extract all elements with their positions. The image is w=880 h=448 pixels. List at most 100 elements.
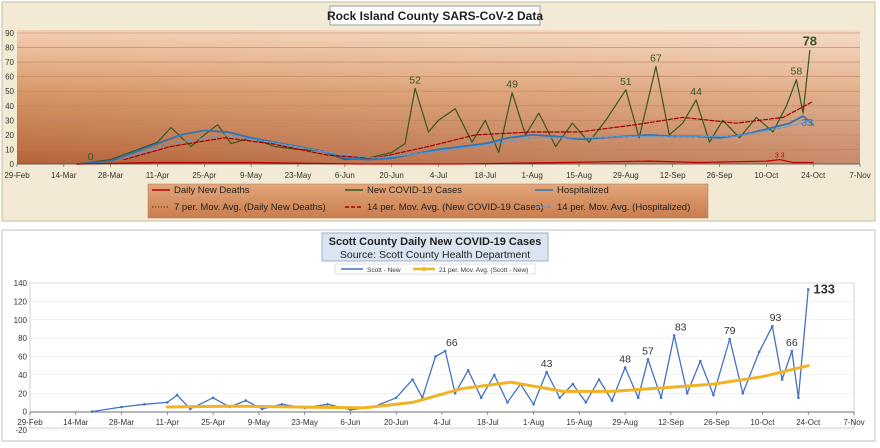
data-label: 0 [88, 151, 94, 163]
data-label: 44 [690, 86, 702, 98]
data-label: 83 [675, 321, 687, 333]
y-tick-label: 20 [5, 131, 14, 140]
y-tick-label: 90 [5, 29, 14, 38]
x-tick-label: 11-Apr [156, 418, 180, 427]
x-tick-label: 7-Nov [849, 171, 870, 180]
x-tick-label: 26-Sep [704, 418, 730, 427]
x-tick-label: 7-Nov [843, 418, 864, 427]
x-tick-label: 1-Aug [523, 418, 544, 427]
y-tick-label: 80 [18, 334, 27, 343]
chart1-series [76, 49, 815, 165]
data-label: 58 [791, 66, 803, 78]
data-point [636, 396, 640, 400]
data-point [741, 392, 745, 395]
y-tick-label: 20 [18, 389, 27, 398]
x-tick-label: 4-Jul [430, 171, 448, 180]
y-tick-label: 60 [18, 353, 27, 362]
x-tick-label: 9-May [240, 171, 262, 180]
x-tick-label: 18-Jul [477, 418, 499, 427]
y-tick-label: 40 [5, 102, 14, 111]
x-tick-label: 15-Aug [566, 418, 592, 427]
y-tick-label: -20 [15, 426, 27, 435]
legend-label: New COVID-19 Cases [367, 185, 462, 196]
x-tick-label: 25-Apr [201, 418, 225, 427]
data-label: 51 [620, 76, 632, 88]
data-point [188, 407, 192, 411]
y-tick-label: 60 [5, 73, 14, 82]
data-point [506, 401, 509, 404]
y-tick-label: 10 [5, 145, 14, 154]
x-tick-label: 20-Jun [379, 171, 403, 180]
y-tick-label: 70 [5, 58, 14, 67]
x-tick-label: 29-Aug [612, 418, 638, 427]
x-tick-label: 29-Feb [17, 418, 43, 427]
data-point [780, 378, 784, 381]
series-line-4 [123, 119, 814, 159]
data-label: 67 [650, 53, 662, 65]
data-point [797, 396, 800, 400]
data-point [453, 392, 457, 395]
x-tick-label: 29-Feb [4, 171, 30, 180]
data-point [771, 324, 774, 328]
data-label: 33 [801, 117, 813, 129]
data-point [558, 396, 561, 400]
legend-label: 7 per. Mov. Avg. (Daily New Deaths) [174, 202, 326, 213]
legend-marker [422, 267, 426, 271]
chart2-x-axis: 29-Feb 14-Mar 28-Mar 11-Apr 25-Apr 9-May 23-Ma… [17, 411, 865, 427]
chart1-legend-box [147, 183, 709, 219]
data-label: 78 [803, 34, 817, 49]
x-tick-label: 14-Mar [63, 418, 89, 427]
chart2-plot-area [29, 282, 855, 429]
y-tick-label: 120 [14, 297, 28, 306]
x-tick-label: 26-Sep [707, 171, 733, 180]
x-tick-label: 14-Mar [51, 171, 77, 180]
legend-label: Scott - New [367, 267, 401, 274]
chart2-y-axis: -20 0 20 40 60 80 100 120 140 [14, 279, 28, 435]
data-point [790, 349, 794, 353]
x-tick-label: 10-Oct [754, 171, 779, 180]
data-point [175, 393, 179, 397]
data-point [545, 370, 548, 374]
rock-island-chart: Rock Island County SARS-CoV-2 Data 0 10 20… [1, 1, 876, 222]
x-tick-label: 18-Jul [474, 171, 496, 180]
data-point [260, 407, 264, 411]
x-tick-label: 20-Jun [384, 418, 408, 427]
data-point [610, 399, 614, 402]
data-label: 93 [770, 312, 782, 324]
data-point [166, 401, 169, 404]
x-tick-label: 6-Jun [340, 418, 360, 427]
scott-county-chart: Scott County Daily New COVID-19 Cases So… [1, 229, 876, 442]
data-point [728, 337, 731, 341]
x-tick-label: 6-Jun [335, 171, 355, 180]
data-label: 57 [642, 345, 654, 357]
y-tick-label: 50 [5, 87, 14, 96]
x-tick-label: 24-Oct [801, 171, 826, 180]
legend-label: Hospitalized [557, 185, 609, 196]
chart2-series [90, 288, 810, 413]
data-point [479, 396, 483, 400]
data-point [806, 288, 810, 291]
x-tick-label: 25-Apr [192, 171, 216, 180]
data-point [211, 396, 215, 400]
data-point [623, 366, 627, 369]
data-point [90, 410, 94, 413]
data-point [571, 382, 575, 386]
data-point [244, 399, 248, 402]
chart2-legend: Scott - New 21 per. Mov. Avg. (Scott - Ne… [341, 267, 528, 274]
x-tick-label: 23-May [285, 171, 312, 180]
x-tick-label: 23-May [291, 418, 318, 427]
data-point [493, 373, 496, 377]
data-point [394, 396, 398, 400]
chart2-title-box [321, 232, 549, 262]
data-point [712, 393, 715, 397]
chart1-x-axis: 29-Feb 14-Mar 28-Mar 11-Apr 25-Apr 9-May 23-Ma… [4, 163, 871, 180]
data-label: 133 [813, 281, 835, 296]
legend-label: 21 per. Mov. Avg. (Scott - New) [439, 267, 528, 274]
x-tick-label: 11-Apr [146, 171, 170, 180]
chart1-title-box [329, 5, 541, 26]
series-line-1 [165, 364, 810, 410]
chart1-legend: Daily New Deaths New COVID-19 Cases Hospit… [152, 185, 690, 213]
x-tick-label: 28-Mar [109, 418, 135, 427]
data-label: 66 [446, 337, 458, 349]
